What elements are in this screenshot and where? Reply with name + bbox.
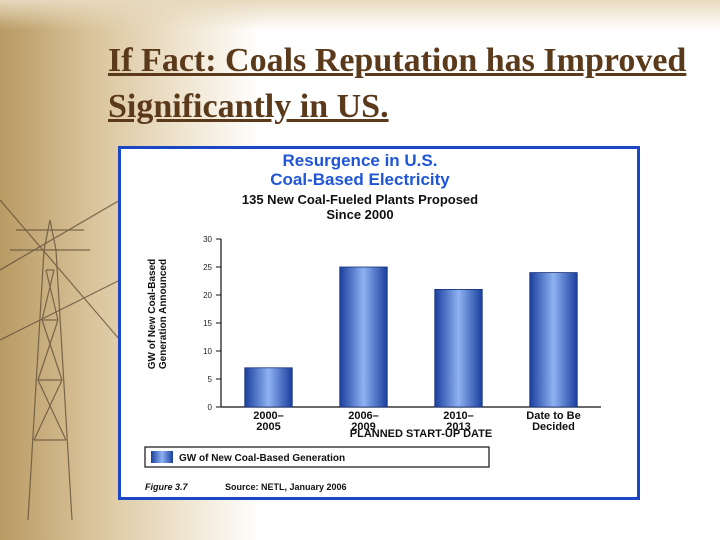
chart-figure: Resurgence in U.S. Coal-Based Electricit… [118, 146, 640, 500]
x-category-label: Decided [532, 421, 575, 433]
background-top-band [0, 0, 720, 30]
figure-caption-source: Source: NETL, January 2006 [225, 482, 347, 492]
bar-chart: Resurgence in U.S. Coal-Based Electricit… [144, 151, 601, 492]
y-tick-label: 25 [203, 263, 212, 272]
y-tick-label: 5 [208, 375, 213, 384]
x-axis-label: PLANNED START-UP DATE [350, 428, 492, 440]
chart-subtitle-line-2: Since 2000 [326, 207, 393, 222]
x-category-label: 2013 [446, 421, 470, 433]
y-ticks: 0 5 10 15 20 25 30 [203, 235, 221, 412]
y-tick-label: 15 [203, 319, 212, 328]
legend-box [144, 446, 490, 468]
chart-title-line-1: Resurgence in U.S. [283, 151, 438, 170]
chart-title-line-2: Coal-Based Electricity [270, 170, 450, 189]
bar-1 [244, 367, 293, 408]
y-axis-label-line-2: Generation Announced [158, 259, 169, 369]
x-category-label: 2005 [256, 421, 280, 433]
bar-2 [339, 266, 388, 408]
legend-swatch [151, 451, 173, 463]
y-tick-label: 20 [203, 291, 212, 300]
x-category-label: 2000– [253, 410, 284, 422]
x-category-label: Date to Be [526, 410, 580, 422]
power-tower-illustration [0, 199, 120, 520]
x-category-labels: 2000–2005 2006–2009 2010–2013 Date to BeDec… [253, 410, 581, 433]
legend-label: GW of New Coal-Based Generation [179, 453, 345, 464]
y-tick-label: 10 [203, 347, 212, 356]
y-tick-label: 0 [208, 403, 213, 412]
figure-caption-label: Figure 3.7 [145, 482, 189, 492]
x-category-label: 2010– [443, 410, 474, 422]
x-category-label: 2009 [351, 421, 375, 433]
y-axis-label-line-1: GW of New Coal-Based [147, 259, 158, 370]
chart-bars [244, 266, 578, 408]
slide-title: If Fact: Coals Reputation has Improved S… [108, 42, 687, 125]
bar-3 [434, 288, 483, 408]
chart-subtitle-line-1: 135 New Coal-Fueled Plants Proposed [242, 192, 478, 207]
bar-4 [529, 272, 578, 408]
x-category-label: 2006– [348, 410, 379, 422]
y-tick-label: 30 [203, 235, 212, 244]
